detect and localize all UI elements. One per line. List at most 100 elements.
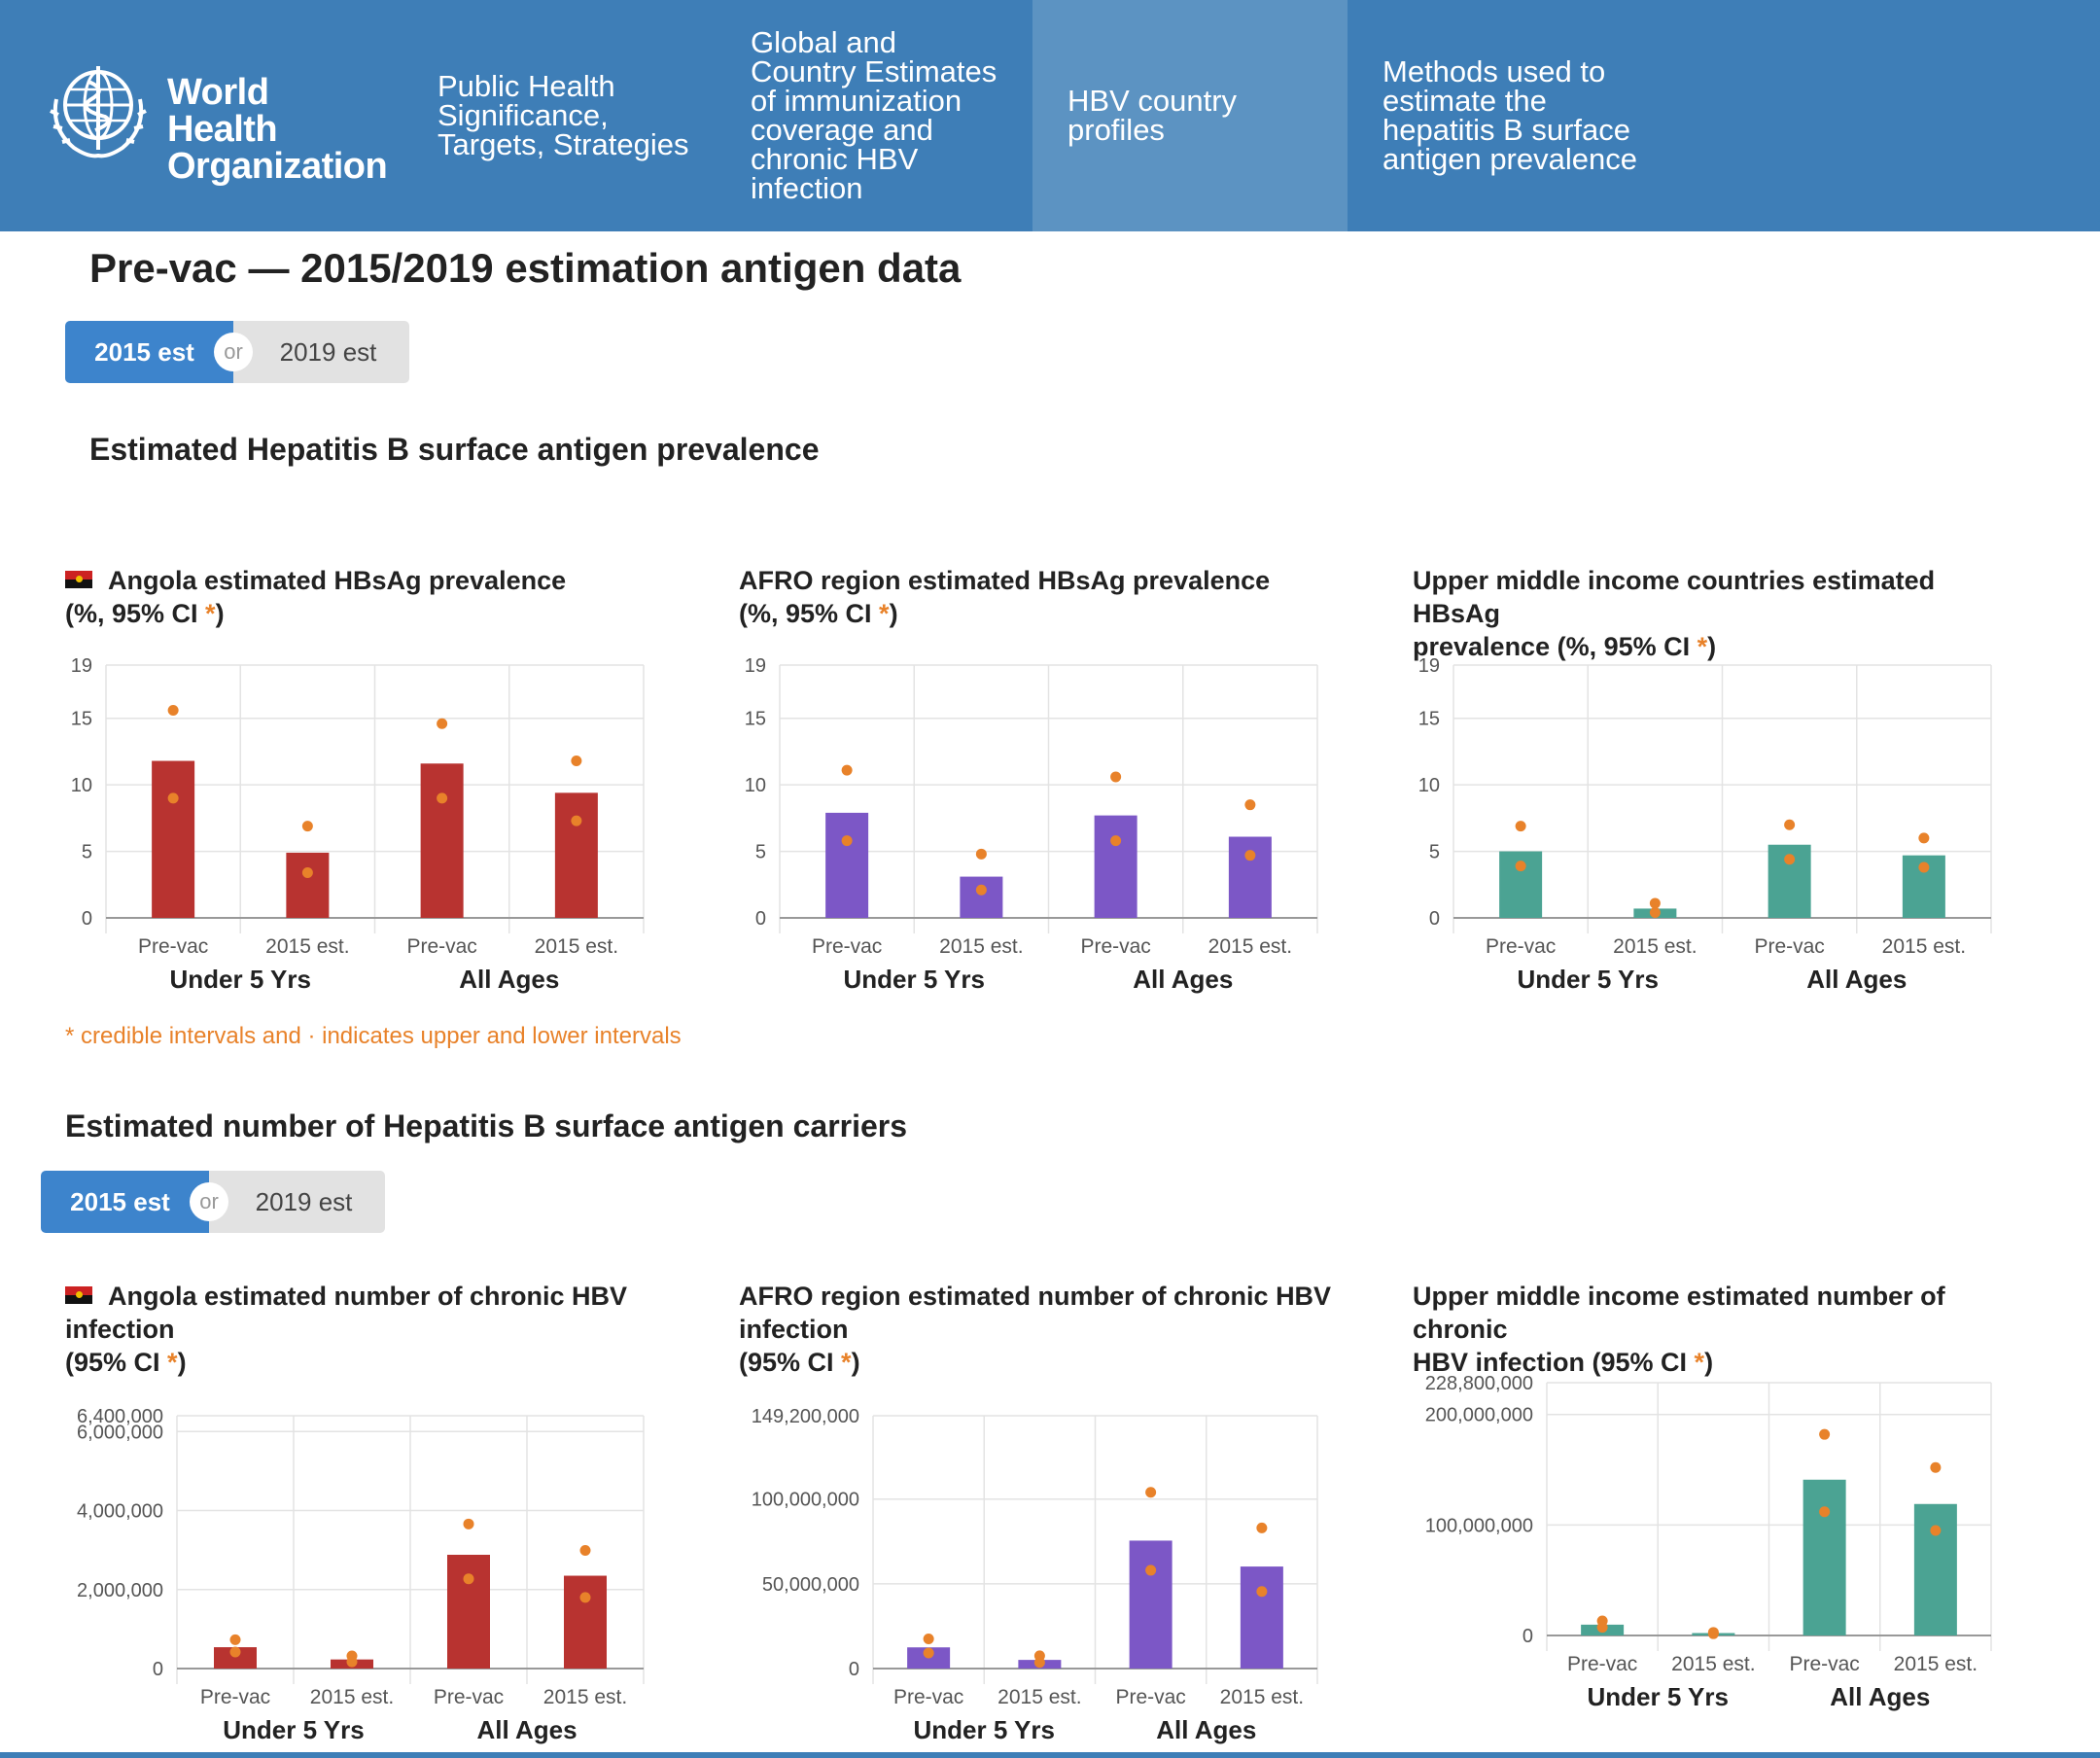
ci-lower-dot (1784, 854, 1796, 865)
ci-lower-dot (1930, 1525, 1942, 1536)
y-tick-label: 200,000,000 (1425, 1405, 1533, 1426)
nav-item-2-line-1: Global and (751, 25, 896, 59)
ci-lower-dot (975, 884, 987, 896)
section-prevalence-title: Estimated Hepatitis B surface antigen pr… (89, 432, 820, 467)
x-category-label: 2015 est. (1613, 935, 1697, 958)
carriers-year-toggle: 2015 est 2019 est or (41, 1171, 385, 1233)
chart-plot: 0 5 10 15 19 Pre-vac 2015 est. Pre-vac 2015 est.… (71, 655, 645, 994)
ci-upper-dot (301, 821, 313, 832)
ci-upper-dot (167, 705, 179, 717)
x-category-label: Pre-vac (1115, 1686, 1185, 1708)
nav-item-4-line-4: antigen prevalence (1382, 142, 1637, 176)
chart-title: AFRO region estimated HBsAg prevalence (… (739, 564, 1270, 630)
ci-upper-dot (463, 1518, 474, 1529)
nav-item-public-health[interactable]: Public Health Significance, Targets, Str… (438, 0, 719, 231)
chart-title-end: ) (889, 599, 898, 628)
ci-asterisk: * (1694, 1348, 1705, 1377)
ci-lower-dot (1256, 1586, 1268, 1598)
y-tick-label: 6,400,000 (77, 1406, 163, 1427)
ci-upper-dot (1110, 771, 1122, 783)
x-category-label: Pre-vac (1754, 935, 1824, 958)
nav-item-2-line-5: chronic HBV (751, 142, 919, 176)
chart-title: Upper middle income estimated number of … (1413, 1280, 2035, 1379)
bar (564, 1575, 607, 1669)
bar (554, 792, 598, 918)
nav-item-hbv-country-profiles[interactable]: HBV country profiles (1032, 0, 1348, 231)
y-tick-label: 2,000,000 (77, 1580, 163, 1601)
y-tick-label: 15 (745, 709, 766, 730)
chart-plot: 0 50,000,000 100,000,000 149,200,000 Pre-vac… (752, 1406, 1318, 1744)
angola-prevalence-chart: Angola estimated HBsAg prevalence (%, 95… (65, 564, 648, 1011)
y-tick-label: 19 (745, 655, 766, 677)
bar (1228, 836, 1272, 918)
group-label: Under 5 Yrs (1518, 965, 1659, 994)
chart-title-line-1: Upper middle income estimated number of … (1413, 1282, 1945, 1344)
ci-lower-dot (579, 1592, 591, 1603)
ci-asterisk: * (879, 599, 890, 628)
afro-prevalence-chart: AFRO region estimated HBsAg prevalence (… (739, 564, 1322, 1011)
y-tick-label: 0 (849, 1659, 859, 1680)
group-label: Under 5 Yrs (844, 965, 985, 994)
group-label: All Ages (1133, 965, 1233, 994)
toggle-2019-button[interactable]: 2019 est (233, 321, 409, 383)
toggle-or-label: or (190, 1182, 228, 1221)
ci-lower-dot (1596, 1622, 1608, 1634)
y-tick-label: 0 (755, 908, 766, 930)
y-tick-label: 100,000,000 (752, 1490, 859, 1511)
nav-item-1-line-1: Public Health (438, 69, 615, 103)
toggle-2015-button[interactable]: 2015 est (65, 321, 233, 383)
nav-item-4-line-3: hepatitis B surface (1382, 113, 1631, 147)
nav-item-4-line-2: estimate the (1382, 84, 1547, 118)
ci-upper-dot (1819, 1428, 1831, 1440)
x-category-label: Pre-vac (406, 935, 476, 958)
page-title: Pre-vac — 2015/2019 estimation antigen d… (89, 245, 962, 291)
section-carriers-title: Estimated number of Hepatitis B surface … (65, 1108, 908, 1143)
y-tick-label: 50,000,000 (762, 1574, 859, 1596)
nav-item-2-line-6: infection (751, 171, 863, 205)
x-category-label: Pre-vac (138, 935, 208, 958)
angola-flag-icon (65, 1286, 92, 1304)
ci-upper-dot (1515, 821, 1526, 832)
y-tick-label: 0 (1522, 1626, 1533, 1647)
x-category-label: Pre-vac (1080, 935, 1150, 958)
y-tick-label: 15 (71, 709, 92, 730)
ci-upper-dot (1256, 1522, 1268, 1533)
chart-title-end: ) (1704, 1348, 1714, 1377)
nav-item-2-line-4: coverage and (751, 113, 933, 147)
nav-item-2-line-2: Country Estimates (751, 54, 998, 88)
who-emblem-icon (50, 66, 147, 158)
group-label: All Ages (1156, 1715, 1256, 1744)
group-label: Under 5 Yrs (1588, 1682, 1729, 1711)
ci-asterisk: * (167, 1348, 178, 1377)
chart-title-line-1: AFRO region estimated HBsAg prevalence (739, 566, 1271, 595)
x-category-label: Pre-vac (1789, 1653, 1859, 1675)
y-tick-label: 5 (755, 842, 766, 863)
toggle-2019-button[interactable]: 2019 est (209, 1171, 385, 1233)
umic-prevalence-chart: Upper middle income countries estimated … (1413, 564, 2015, 1011)
nav-item-methods[interactable]: Methods used to estimate the hepatitis B… (1382, 0, 1703, 231)
ci-upper-dot (437, 718, 448, 729)
x-category-label: Pre-vac (434, 1686, 504, 1708)
ci-lower-dot (1707, 1628, 1719, 1639)
x-category-label: Pre-vac (1567, 1653, 1637, 1675)
bar (286, 852, 330, 918)
x-category-label: Pre-vac (812, 935, 882, 958)
toggle-2015-button[interactable]: 2015 est (41, 1171, 209, 1233)
ci-asterisk: * (841, 1348, 852, 1377)
ci-lower-dot (167, 792, 179, 804)
ci-upper-dot (579, 1545, 591, 1557)
nav-item-global-estimates[interactable]: Global and Country Estimates of immuniza… (751, 0, 1032, 231)
who-logo[interactable]: World Health Organization (45, 60, 388, 185)
ci-upper-dot (1918, 832, 1930, 844)
chart-title-line-2: HBV infection (95% CI (1413, 1348, 1695, 1377)
top-nav: World Health Organization Public Health … (0, 0, 2100, 231)
ci-lower-dot (1110, 835, 1122, 847)
chart-plot: 0 5 10 15 19 Pre-vac 2015 est. Pre-vac 2015 est.… (1418, 655, 1992, 994)
nav-item-3-line-2: profiles (1068, 113, 1165, 147)
ci-upper-dot (1784, 819, 1796, 830)
x-category-label: 2015 est. (1220, 1686, 1304, 1708)
bar (1094, 815, 1138, 918)
nav-item-1-line-3: Targets, Strategies (438, 127, 689, 161)
ci-lower-dot (301, 866, 313, 878)
